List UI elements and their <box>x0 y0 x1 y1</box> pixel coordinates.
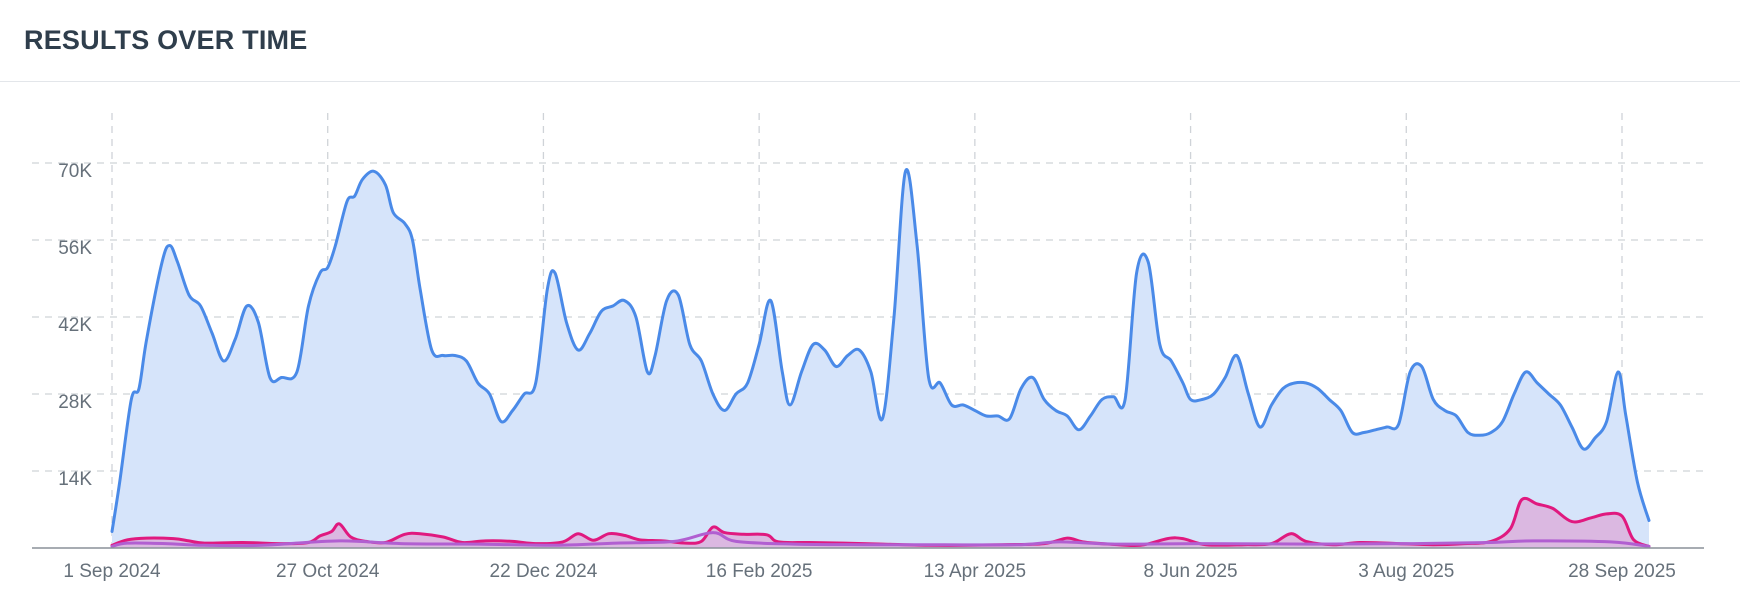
x-tick-label: 13 Apr 2025 <box>924 561 1026 582</box>
results-over-time-chart: 14K 28K 42K 56K 70K 1 Sep 2024 27 Oct 2024 22 D… <box>32 113 1706 582</box>
chart-title: RESULTS OVER TIME <box>24 25 308 55</box>
y-tick-label: 28K <box>58 392 92 413</box>
y-tick-label: 14K <box>58 469 92 490</box>
x-tick-label: 16 Feb 2025 <box>706 561 813 582</box>
x-tick-label: 8 Jun 2025 <box>1144 561 1238 582</box>
x-tick-label: 22 Dec 2024 <box>490 561 598 582</box>
card-header: RESULTS OVER TIME <box>0 0 1740 82</box>
x-tick-label: 3 Aug 2025 <box>1358 561 1454 582</box>
series-purple-line <box>110 531 1651 548</box>
series-blue-area <box>112 169 1649 548</box>
x-tick-label: 27 Oct 2024 <box>276 561 380 582</box>
y-tick-label: 70K <box>58 161 92 182</box>
y-tick-label: 42K <box>58 315 92 336</box>
x-tick-label: 1 Sep 2024 <box>63 561 161 582</box>
series-blue-line <box>110 168 1651 533</box>
x-tick-label: 28 Sep 2025 <box>1568 561 1676 582</box>
y-tick-label: 56K <box>58 238 92 259</box>
